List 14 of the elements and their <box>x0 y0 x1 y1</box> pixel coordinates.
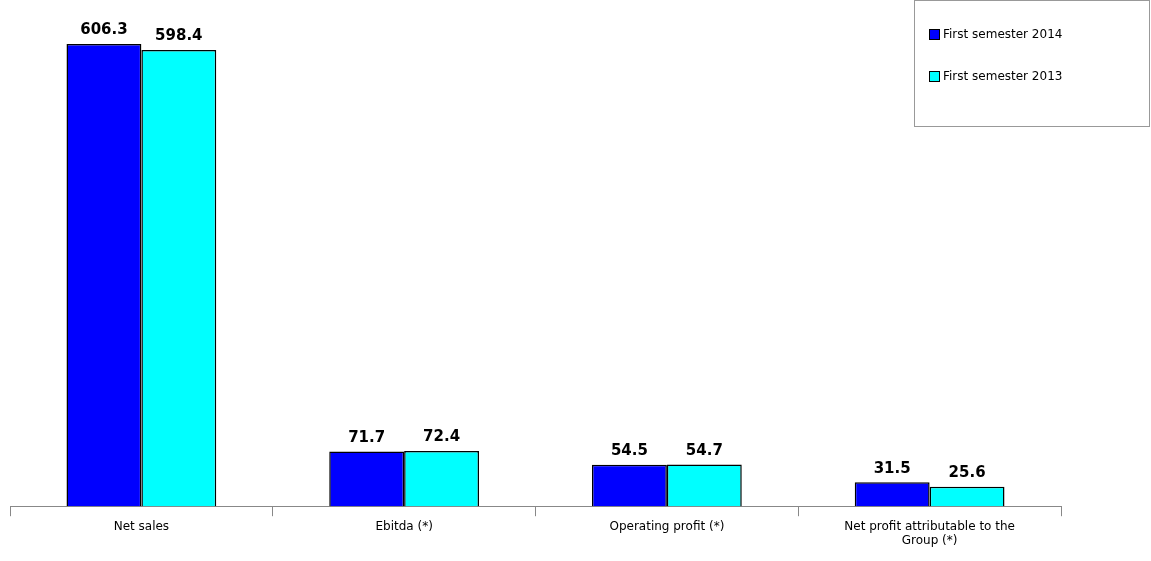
data-label: 72.4 <box>423 427 461 446</box>
x-tick-label: Net sales <box>113 518 170 533</box>
data-label: 54.5 <box>610 441 648 460</box>
legend-label: First semester 2013 <box>943 69 1063 83</box>
data-label: 54.7 <box>685 440 723 459</box>
legend-label: First semester 2014 <box>943 27 1063 41</box>
data-label: 31.5 <box>873 458 911 477</box>
data-label: 71.7 <box>348 427 386 446</box>
data-label: 25.6 <box>948 463 986 482</box>
x-tick-label: Operating profit (*) <box>609 518 725 533</box>
data-label: 606.3 <box>80 20 128 39</box>
x-tick-label: Net profit attributable to the Group (*) <box>844 518 1015 547</box>
x-tick-label: Ebitda (*) <box>375 518 433 533</box>
data-label: 598.4 <box>155 26 203 45</box>
